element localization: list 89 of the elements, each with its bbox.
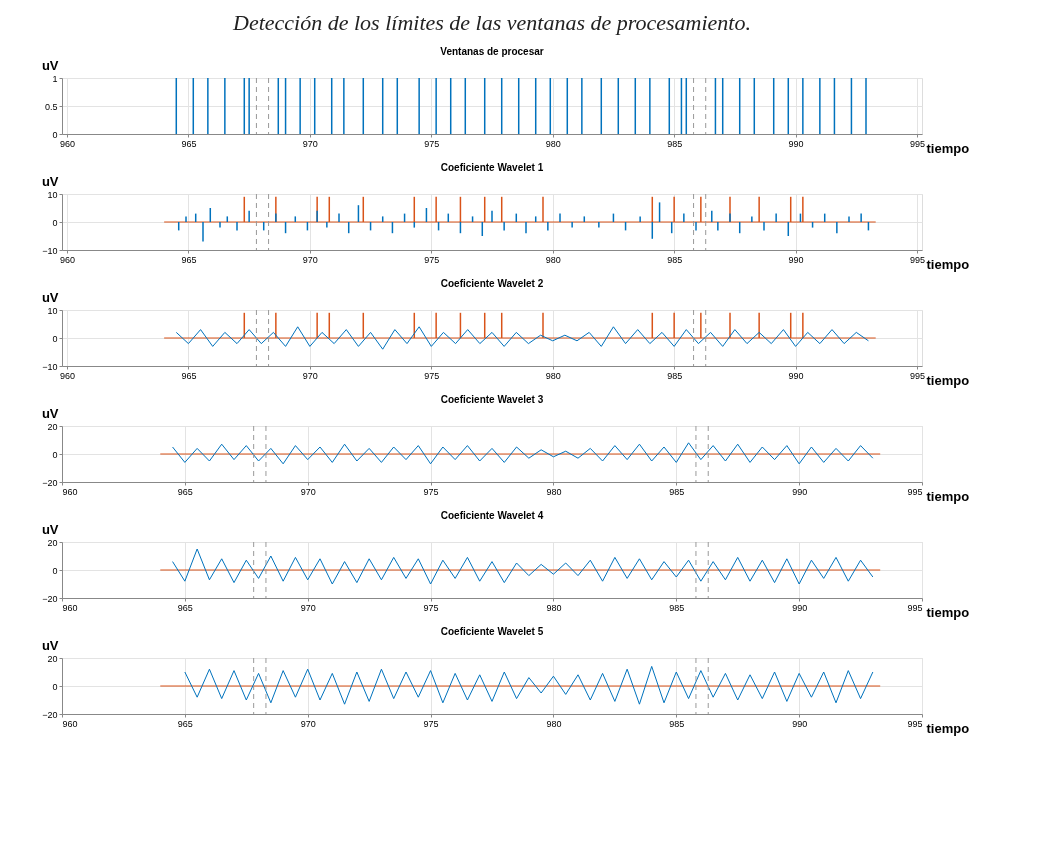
- x-tick-label: 990: [792, 486, 808, 497]
- y-tick-label: 0.5: [44, 101, 58, 112]
- y-tick-label: 20: [47, 653, 58, 664]
- x-tick-label: 985: [667, 254, 683, 265]
- x-tick-label: 970: [302, 138, 318, 149]
- x-tick-label: 995: [909, 254, 926, 265]
- x-tick-label: 995: [909, 370, 926, 381]
- x-tick-label: 990: [788, 254, 804, 265]
- text: Detección de los límites de las ventanas de procesamiento.: [232, 10, 751, 35]
- x-tick-label: 980: [546, 602, 562, 613]
- line-series: [172, 442, 874, 465]
- y-tick-label: 20: [47, 537, 58, 548]
- x-axis-title: tiempo: [926, 604, 970, 620]
- y-tick-label: −10: [42, 361, 58, 372]
- x-tick-label: 985: [669, 718, 685, 729]
- y-axis-title: uV: [41, 637, 59, 653]
- x-tick-label: 975: [424, 370, 440, 381]
- y-tick-label: 0: [52, 681, 58, 692]
- y-tick-label: −20: [42, 709, 58, 720]
- x-tick-label: 980: [545, 138, 561, 149]
- x-tick-label: 960: [59, 254, 76, 265]
- chart-title: Ventanas de procesar: [440, 46, 544, 57]
- y-axis-title: uV: [41, 521, 59, 537]
- x-tick-label: 965: [181, 370, 197, 381]
- x-tick-label: 975: [423, 486, 439, 497]
- x-tick-label: 965: [177, 486, 193, 497]
- y-tick-label: 0: [52, 565, 58, 576]
- x-tick-label: 985: [669, 486, 685, 497]
- x-tick-label: 990: [792, 718, 808, 729]
- x-tick-label: 970: [300, 602, 316, 613]
- chart-title: Coeficiente Wavelet 3: [440, 394, 544, 405]
- y-axis-title: uV: [41, 289, 59, 305]
- y-axis-title: uV: [41, 173, 59, 189]
- x-tick-label: 970: [300, 718, 316, 729]
- y-tick-label: 10: [47, 305, 58, 316]
- x-tick-label: 960: [62, 602, 78, 613]
- x-tick-label: 970: [302, 254, 318, 265]
- x-tick-label: 965: [181, 138, 197, 149]
- chart-title: Coeficiente Wavelet 5: [440, 626, 544, 637]
- y-tick-label: 1: [52, 73, 58, 84]
- x-tick-label: 965: [177, 718, 193, 729]
- y-tick-label: 0: [52, 333, 58, 344]
- x-axis-title: tiempo: [926, 720, 970, 736]
- x-tick-label: 990: [792, 602, 808, 613]
- x-axis-title: tiempo: [926, 372, 970, 388]
- y-axis-title: uV: [41, 57, 59, 73]
- x-tick-label: 980: [546, 718, 562, 729]
- chart-title: Coeficiente Wavelet 2: [440, 278, 544, 289]
- y-tick-label: −20: [42, 593, 58, 604]
- line-series: [172, 548, 874, 585]
- x-tick-label: 995: [907, 718, 923, 729]
- x-tick-label: 985: [669, 602, 685, 613]
- x-tick-label: 960: [62, 718, 78, 729]
- x-tick-label: 980: [545, 254, 561, 265]
- x-tick-label: 975: [423, 602, 439, 613]
- x-tick-label: 975: [423, 718, 439, 729]
- x-tick-label: 965: [181, 254, 197, 265]
- x-tick-label: 960: [62, 486, 78, 497]
- y-tick-label: −10: [42, 245, 58, 256]
- y-tick-label: 0: [52, 449, 58, 460]
- x-tick-label: 990: [788, 370, 804, 381]
- chart-title: Coeficiente Wavelet 1: [440, 162, 544, 173]
- line-series: [184, 665, 874, 705]
- x-axis-title: tiempo: [926, 140, 970, 156]
- x-tick-label: 995: [907, 486, 923, 497]
- y-tick-label: 0: [52, 217, 58, 228]
- x-tick-label: 970: [300, 486, 316, 497]
- y-tick-label: 0: [52, 129, 58, 140]
- y-tick-label: 10: [47, 189, 58, 200]
- x-tick-label: 960: [59, 138, 76, 149]
- y-axis-title: uV: [41, 405, 59, 421]
- x-tick-label: 975: [424, 138, 440, 149]
- y-tick-label: 20: [47, 421, 58, 432]
- x-axis-title: tiempo: [926, 256, 970, 272]
- x-tick-label: 965: [177, 602, 193, 613]
- x-tick-label: 960: [59, 370, 76, 381]
- x-tick-label: 985: [667, 370, 683, 381]
- x-tick-label: 995: [907, 602, 923, 613]
- x-tick-label: 980: [546, 486, 562, 497]
- y-tick-label: −20: [42, 477, 58, 488]
- x-tick-label: 995: [909, 138, 926, 149]
- x-axis-title: tiempo: [926, 488, 970, 504]
- line-series: [175, 326, 869, 350]
- x-tick-label: 970: [302, 370, 318, 381]
- x-tick-label: 980: [545, 370, 561, 381]
- x-tick-label: 985: [667, 138, 683, 149]
- chart-title: Coeficiente Wavelet 4: [440, 510, 544, 521]
- x-tick-label: 975: [424, 254, 440, 265]
- x-tick-label: 990: [788, 138, 804, 149]
